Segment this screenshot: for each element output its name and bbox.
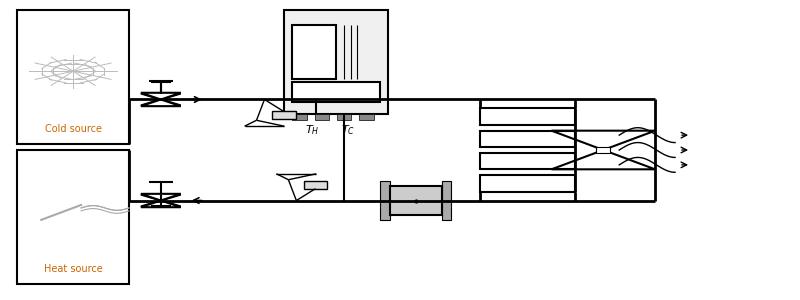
Bar bbox=[480, 175, 575, 192]
Bar bbox=[480, 108, 575, 125]
Bar bbox=[285, 10, 388, 114]
Bar bbox=[337, 114, 351, 120]
Bar bbox=[292, 25, 336, 79]
Bar bbox=[18, 150, 129, 284]
Bar bbox=[381, 181, 390, 220]
Text: $T_H$: $T_H$ bbox=[305, 123, 319, 137]
Bar bbox=[272, 111, 295, 119]
Bar bbox=[596, 147, 610, 153]
Bar bbox=[442, 181, 451, 220]
Bar bbox=[390, 186, 442, 215]
Bar bbox=[303, 181, 327, 189]
Bar bbox=[480, 153, 575, 169]
Bar bbox=[359, 114, 374, 120]
Polygon shape bbox=[141, 100, 181, 106]
Text: Heat source: Heat source bbox=[44, 264, 102, 274]
Polygon shape bbox=[141, 195, 181, 200]
Polygon shape bbox=[141, 200, 181, 207]
Polygon shape bbox=[141, 94, 181, 100]
Bar bbox=[292, 114, 306, 120]
Polygon shape bbox=[141, 200, 181, 206]
Text: $T_C$: $T_C$ bbox=[341, 123, 355, 137]
Bar bbox=[18, 10, 129, 144]
Bar bbox=[480, 131, 575, 147]
Bar bbox=[314, 114, 329, 120]
Polygon shape bbox=[141, 93, 181, 100]
Polygon shape bbox=[141, 100, 181, 105]
Polygon shape bbox=[141, 194, 181, 200]
Bar bbox=[292, 82, 380, 102]
Text: Cold source: Cold source bbox=[45, 124, 102, 134]
